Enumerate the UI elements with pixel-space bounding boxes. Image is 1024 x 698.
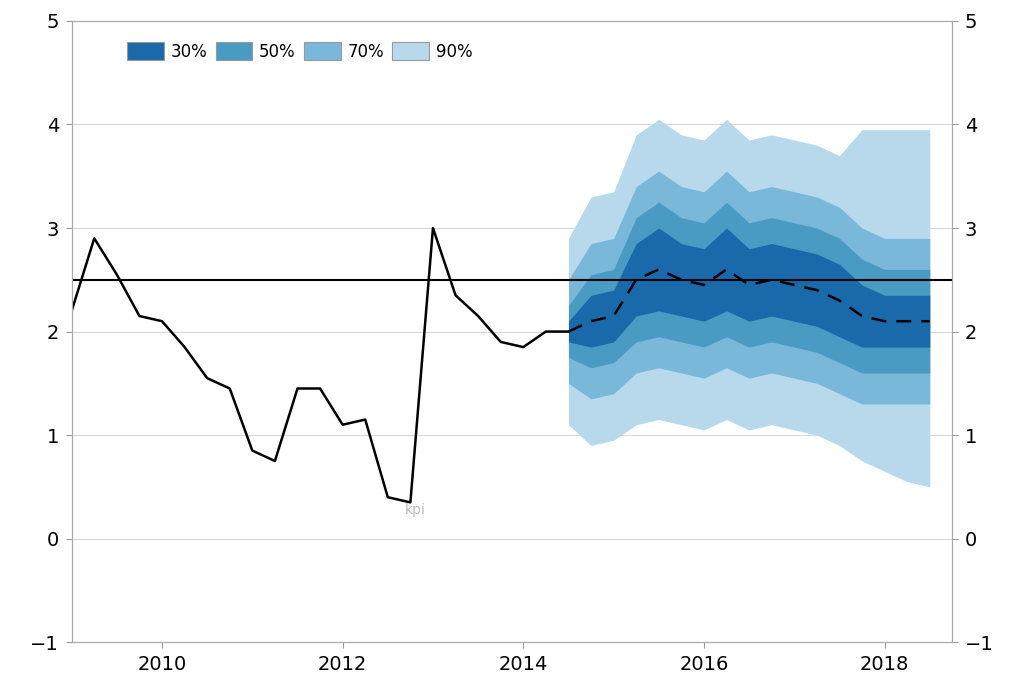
Legend: 30%, 50%, 70%, 90%: 30%, 50%, 70%, 90% (124, 38, 476, 64)
Text: kpi: kpi (404, 503, 425, 517)
